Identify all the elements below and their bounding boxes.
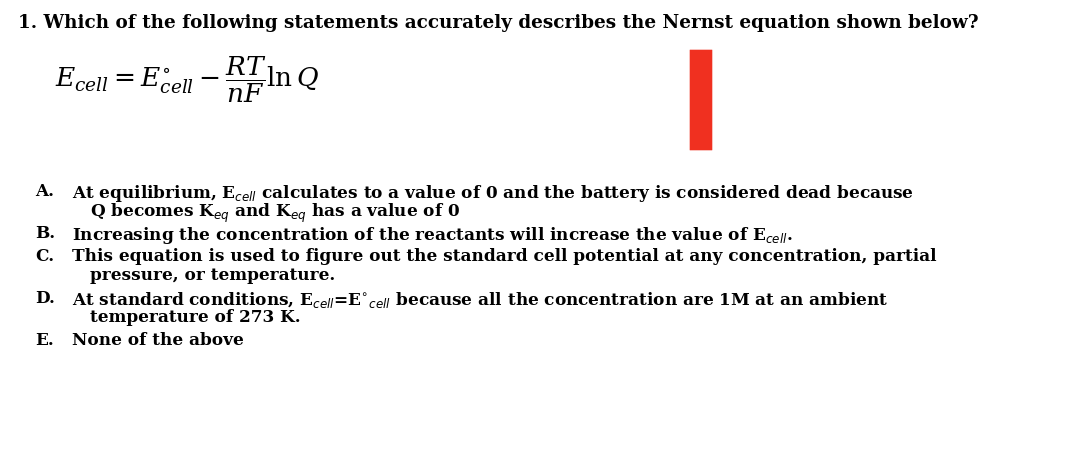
Text: 1. Which of the following statements accurately describes the Nernst equation sh: 1. Which of the following statements acc… <box>18 14 978 32</box>
Text: A.: A. <box>35 183 54 200</box>
Text: temperature of 273 K.: temperature of 273 K. <box>90 309 300 326</box>
Text: At standard conditions, E$_{cell}$=E$^{\circ}$$_{cell}$ because all the concentr: At standard conditions, E$_{cell}$=E$^{\… <box>72 290 888 310</box>
Text: E.: E. <box>35 332 54 349</box>
Text: D.: D. <box>35 290 55 307</box>
Text: None of the above: None of the above <box>72 332 244 349</box>
Text: Increasing the concentration of the reactants will increase the value of E$_{cel: Increasing the concentration of the reac… <box>72 225 793 246</box>
Text: $E_{cell} = E^{\circ}_{cell} - \dfrac{RT}{nF}\ln Q$: $E_{cell} = E^{\circ}_{cell} - \dfrac{RT… <box>55 55 319 105</box>
Text: pressure, or temperature.: pressure, or temperature. <box>90 267 335 284</box>
Text: This equation is used to figure out the standard cell potential at any concentra: This equation is used to figure out the … <box>72 248 936 265</box>
Text: C.: C. <box>35 248 54 265</box>
FancyBboxPatch shape <box>690 50 713 150</box>
Text: Q becomes K$_{eq}$ and K$_{eq}$ has a value of 0: Q becomes K$_{eq}$ and K$_{eq}$ has a va… <box>90 202 460 225</box>
Text: At equilibrium, E$_{cell}$ calculates to a value of 0 and the battery is conside: At equilibrium, E$_{cell}$ calculates to… <box>72 183 914 204</box>
Text: B.: B. <box>35 225 55 242</box>
